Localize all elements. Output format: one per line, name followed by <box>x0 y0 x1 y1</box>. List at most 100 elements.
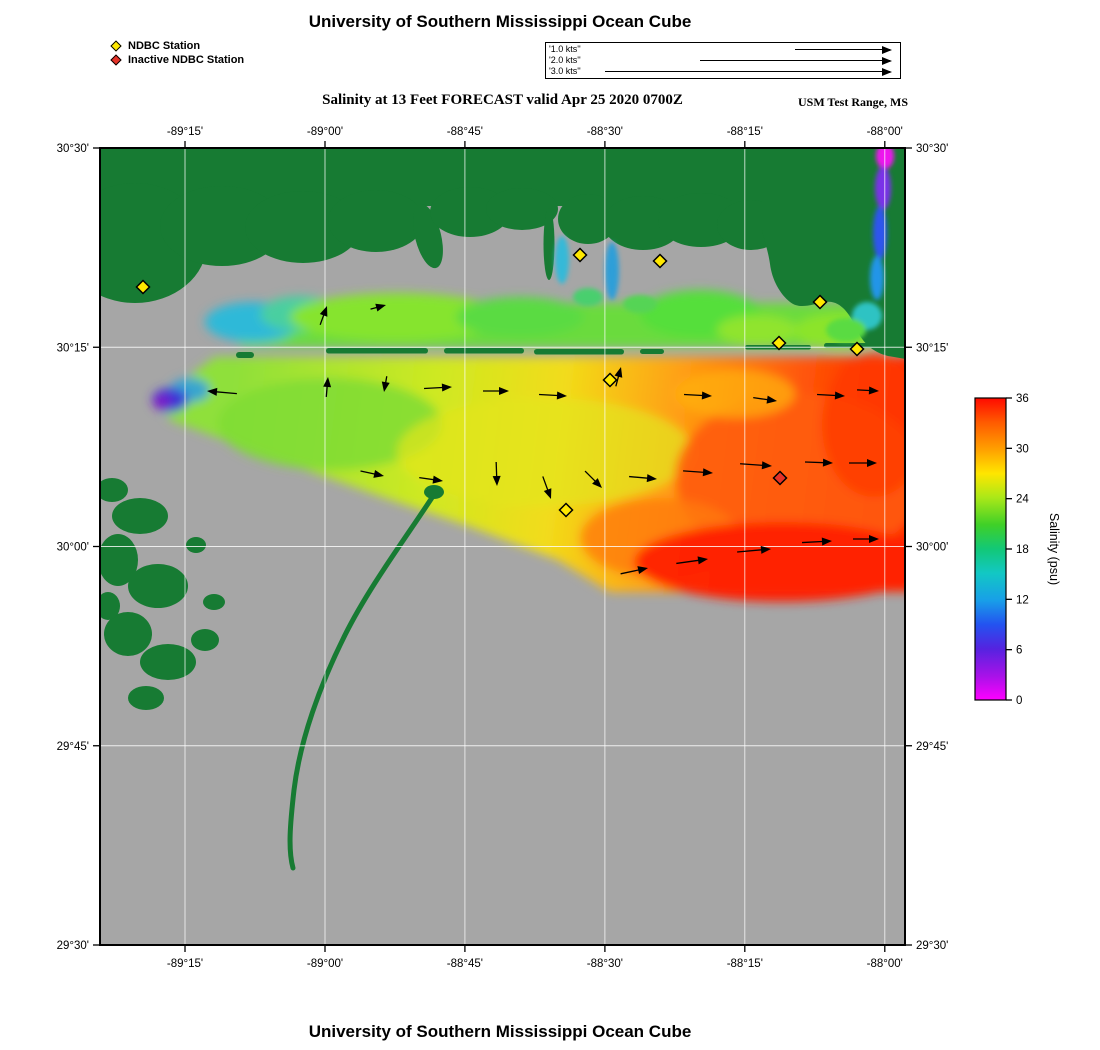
current-vector-arrow <box>817 391 845 400</box>
current-vector-arrow <box>323 377 332 397</box>
lat-tick-label: 30°15' <box>57 342 89 354</box>
vector-scale-label: '1.0 kts'' <box>549 44 581 54</box>
lat-tick-label: 29°30' <box>57 940 89 952</box>
colorbar-gradient <box>974 397 1007 701</box>
current-vector-arrow <box>419 475 443 484</box>
colorbar-ticks: 36 30 24 18 12 6 0 <box>1006 393 1029 707</box>
salinity-field <box>152 290 905 602</box>
current-vectors <box>207 303 879 575</box>
current-vector-arrow <box>207 387 237 396</box>
barrier-island <box>444 348 524 354</box>
lon-tick-label: -88°00' <box>867 126 903 138</box>
vector-scale-row-2: '2.0 kts'' <box>546 55 900 66</box>
current-vector-arrow <box>629 474 657 483</box>
ndbc-station-marker <box>135 279 151 295</box>
lat-tick-label: 30°30' <box>916 143 948 155</box>
colorbar-tick-label: 30 <box>1016 443 1029 455</box>
vector-scale-label: '2.0 kts'' <box>549 55 581 65</box>
colorbar-tick-label: 12 <box>1016 594 1029 606</box>
vector-scale-label: '3.0 kts'' <box>549 66 581 76</box>
current-vector-arrow <box>584 470 602 488</box>
lat-tick-label: 29°45' <box>57 741 89 753</box>
ndbc-station-marker <box>771 335 787 351</box>
lon-tick-label: -89°15' <box>167 958 203 970</box>
current-vector-arrow <box>804 458 833 467</box>
current-vector-arrow <box>620 566 648 575</box>
legend-item-ndbc-station: NDBC Station <box>110 39 244 53</box>
vector-scale-row-1: '1.0 kts'' <box>546 44 900 55</box>
lon-tick-label: -88°15' <box>727 958 763 970</box>
barrier-island-arc <box>287 487 440 871</box>
lat-tick-label: 30°00' <box>57 542 89 554</box>
current-vector-arrow <box>539 391 567 400</box>
current-vector-arrow <box>676 556 708 565</box>
legend-item-inactive-ndbc-station: Inactive NDBC Station <box>110 53 245 67</box>
lat-tick-label: 30°00' <box>916 542 948 554</box>
current-vector-arrow <box>370 303 386 312</box>
ndbc-station-marker <box>572 247 588 263</box>
current-vector-arrow <box>492 461 501 486</box>
lat-tick-label: 30°30' <box>57 143 89 155</box>
current-vector-arrow <box>614 367 623 387</box>
lon-tick-label: -88°45' <box>447 958 483 970</box>
current-vector-arrow <box>849 459 877 467</box>
current-vector-arrow <box>542 476 552 499</box>
page-title: University of Southern Mississippi Ocean… <box>308 12 692 31</box>
current-vector-arrow <box>737 545 771 554</box>
colorbar-tick-label: 24 <box>1016 494 1029 506</box>
footer-title: University of Southern Mississippi Ocean… <box>308 1022 692 1041</box>
lon-tick-label: -89°00' <box>307 958 343 970</box>
land <box>100 148 905 871</box>
ndbc-stations <box>135 247 865 518</box>
colorbar-tick-label: 6 <box>1016 645 1022 657</box>
ndbc-station-marker <box>558 502 574 518</box>
colorbar: 36 30 24 18 12 6 0 Salinity (psu) <box>974 393 1061 707</box>
lon-tick-label: -89°15' <box>167 126 203 138</box>
current-vector-arrow <box>856 386 879 395</box>
lon-tick-label: -89°00' <box>307 126 343 138</box>
colorbar-tick-label: 18 <box>1016 544 1029 556</box>
vector-scale-arrow-icon <box>700 56 892 65</box>
ndbc-station-marker <box>812 294 828 310</box>
lon-tick-label: -88°00' <box>867 958 903 970</box>
legend-label: Inactive NDBC Station <box>128 54 245 66</box>
vector-scale-box: '1.0 kts'' '2.0 kts'' '3.0 kts'' <box>545 42 901 79</box>
lon-tick-label: -88°15' <box>727 126 763 138</box>
lat-tick-label: 29°30' <box>916 940 948 952</box>
current-vector-arrow <box>753 395 777 404</box>
vector-scale-arrow-icon <box>795 45 892 54</box>
vector-scale-arrow-icon <box>605 67 892 76</box>
ndbc-station-marker <box>602 372 618 388</box>
graticule-grid <box>100 148 905 945</box>
vector-scale-row-3: '3.0 kts'' <box>546 66 900 77</box>
region-label: USM Test Range, MS <box>797 95 908 109</box>
colorbar-tick-label: 36 <box>1016 393 1029 405</box>
legend-label: NDBC Station <box>128 40 201 52</box>
current-vector-arrow <box>853 535 879 543</box>
barrier-island <box>640 349 664 354</box>
colorbar-title: Salinity (psu) <box>1047 513 1061 585</box>
current-vector-arrow <box>381 376 390 392</box>
current-vector-arrow <box>319 306 328 326</box>
map-frame: -89°15' -89°15' -89°00' -89°00' -88°45' -88°4… <box>57 126 949 970</box>
barrier-island <box>236 352 254 358</box>
current-vector-arrow <box>684 391 712 400</box>
current-vector-arrow <box>483 387 509 395</box>
lon-tick-label: -88°45' <box>447 126 483 138</box>
ndbc-station-marker <box>652 253 668 269</box>
lon-tick-label: -88°30' <box>587 126 623 138</box>
current-vector-arrow <box>424 383 452 392</box>
lon-tick-label: -88°30' <box>587 958 623 970</box>
lat-tick-label: 30°15' <box>916 342 948 354</box>
current-vector-arrow <box>683 468 713 477</box>
lat-tick-label: 29°45' <box>916 741 948 753</box>
barrier-island <box>534 349 624 355</box>
estuary-water <box>555 148 894 342</box>
ndbc-station-marker <box>849 341 865 357</box>
current-vector-arrow <box>802 537 832 546</box>
map-subtitle: Salinity at 13 Feet FORECAST valid Apr 2… <box>322 92 683 108</box>
station-legend: NDBC Station Inactive NDBC Station <box>110 39 245 67</box>
current-vector-arrow <box>360 470 384 478</box>
